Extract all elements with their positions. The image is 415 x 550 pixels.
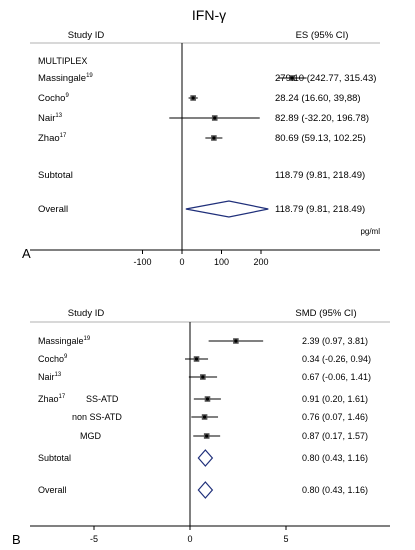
chart-title: IFN-γ (192, 7, 226, 23)
point-zhao-non-ss-atd (202, 415, 207, 419)
ci-text-massingale: 2.39 (0.97, 3.81) (302, 336, 368, 346)
subtotal-ci-text-b: 0.80 (0.43, 1.16) (302, 453, 368, 463)
panel-label-a: A (22, 246, 31, 261)
study-label-zhao: Zhao17 (38, 133, 67, 144)
x-tick-label-a: -100 (133, 257, 151, 267)
point-nair (213, 116, 217, 120)
subtotal-ci-text: 118.79 (9.81, 218.49) (275, 170, 365, 181)
x-tick-label-b: -5 (90, 534, 98, 544)
study-label-cocho: Cocho9 (38, 354, 68, 364)
reference-superscript: 19 (86, 73, 93, 79)
point-zhao-mgd (205, 434, 209, 438)
x-tick-label-a: 200 (253, 257, 268, 267)
x-tick-label-a: 0 (179, 257, 184, 267)
point-massingale (290, 76, 294, 80)
ci-text-zhao: 80.69 (59.13, 102.25) (275, 133, 366, 144)
subgroup-label-zhao-mgd: MGD (80, 431, 101, 441)
x-tick-label-a: 100 (214, 257, 229, 267)
study-label-massingale: Massingale19 (38, 336, 91, 346)
reference-superscript: 17 (60, 133, 67, 139)
panel-label-b: B (12, 532, 21, 547)
reference-superscript: 19 (84, 336, 91, 342)
ci-text-massingale: 279.10 (242.77, 315.43) (275, 73, 376, 84)
point-zhao (205, 397, 210, 401)
ci-text-zhao-non-ss-atd: 0.76 (0.07, 1.46) (302, 412, 368, 422)
reference-superscript: 9 (64, 354, 68, 360)
subgroup-label-zhao: SS-ATD (86, 394, 119, 404)
header-study-id: Study ID (68, 30, 105, 41)
reference-superscript: 13 (55, 113, 62, 119)
ci-text-zhao: 0.91 (0.20, 1.61) (302, 394, 368, 404)
study-label-zhao: Zhao17 (38, 394, 66, 404)
ci-text-zhao-mgd: 0.87 (0.17, 1.57) (302, 431, 368, 441)
point-cocho (194, 357, 199, 361)
subtotal-diamond-b (197, 449, 214, 467)
study-label-cocho: Cocho9 (38, 93, 69, 104)
reference-superscript: 17 (59, 394, 66, 400)
reference-superscript: 9 (65, 93, 69, 99)
header-smd: SMD (95% CI) (295, 308, 356, 319)
reference-superscript: 13 (55, 372, 62, 378)
x-tick-label-b: 0 (187, 534, 192, 544)
header-effect-size: ES (95% CI) (296, 30, 349, 41)
overall-ci-text: 118.79 (9.81, 218.49) (275, 204, 365, 215)
overall-diamond-b (197, 481, 214, 499)
overall-label: Overall (38, 204, 68, 215)
ci-text-nair: 0.67 (-0.06, 1.41) (302, 372, 371, 382)
subtotal-label: Subtotal (38, 170, 73, 181)
point-cocho (191, 96, 195, 100)
study-label-nair: Nair13 (38, 113, 63, 124)
overall-diamond (185, 200, 269, 218)
overall-ci-text-b: 0.80 (0.43, 1.16) (302, 485, 368, 495)
point-nair (201, 375, 205, 379)
x-tick-label-b: 5 (283, 534, 288, 544)
study-label-nair: Nair13 (38, 372, 62, 382)
ci-text-cocho: 0.34 (-0.26, 0.94) (302, 354, 371, 364)
ci-text-nair: 82.89 (-32.20, 196.78) (275, 113, 369, 124)
subgroup-label-zhao-non-ss-atd: non SS-ATD (72, 412, 122, 422)
header-study-id-b: Study ID (68, 308, 105, 319)
ci-text-cocho: 28.24 (16.60, 39,88) (275, 93, 361, 104)
subtotal-label-b: Subtotal (38, 453, 71, 463)
point-zhao (212, 136, 216, 140)
study-label-massingale: Massingale19 (38, 73, 93, 84)
unit-label: pg/ml (360, 227, 380, 236)
point-massingale (234, 339, 238, 343)
group-label: MULTIPLEX (38, 56, 87, 66)
overall-label-b: Overall (38, 485, 67, 495)
